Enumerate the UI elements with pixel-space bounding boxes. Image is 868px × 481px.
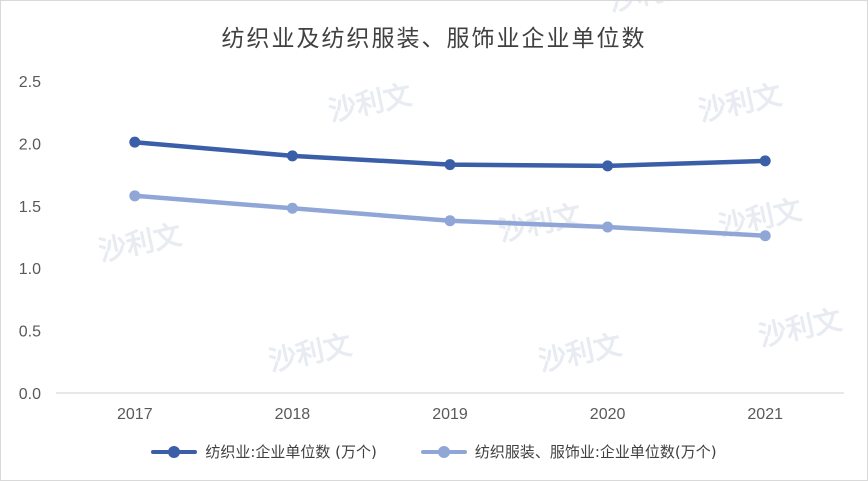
x-tick-label: 2019 [432,406,468,423]
series-0-point [286,150,298,162]
series-0-point [759,155,771,167]
watermark-4: 沙利文 [266,328,355,378]
y-tick-label: 0.0 [19,386,41,403]
y-axis-ticks: 0.0 0.5 1.0 1.5 2.0 2.5 [19,74,41,403]
series-1-point [444,215,456,227]
chart-title: 纺织业及纺织服装、服饰业企业单位数 [221,26,647,52]
legend-item-apparel: 纺织服装、服饰业:企业单位数(万个) [420,441,717,462]
y-tick-label: 1.5 [19,199,41,216]
legend-swatch-textile [151,445,198,458]
watermark-5: 沙利文 [536,328,625,378]
series-layer [129,136,771,242]
legend: 纺织业:企业单位数 (万个) 纺织服装、服饰业:企业单位数(万个) [1,441,867,462]
x-tick-label: 2017 [117,406,153,423]
legend-label-textile: 纺织业:企业单位数 (万个) [205,443,377,461]
watermark-0: 沙利文 [696,78,785,128]
watermark-7: 沙利文 [326,78,415,128]
watermark-6: 沙利文 [756,303,845,353]
watermark-1: 沙利文 [96,218,185,268]
x-axis-ticks: 2017 2018 2019 2020 2021 [117,406,783,423]
legend-item-textile: 纺织业:企业单位数 (万个) [151,441,377,462]
x-tick-label: 2018 [275,406,311,423]
x-tick-label: 2021 [747,406,783,423]
series-1-point [129,190,141,202]
series-0-point [602,160,614,172]
series-1-point [759,230,771,242]
series-0-point [444,159,456,171]
y-tick-label: 1.0 [19,261,41,278]
series-1-point [286,202,298,214]
y-tick-label: 2.0 [19,136,41,153]
watermark-8: 沙利文 [606,1,695,18]
y-tick-label: 2.5 [19,74,41,91]
legend-label-apparel: 纺织服装、服饰业:企业单位数(万个) [474,443,717,461]
watermark-layer: 沙利文沙利文沙利文沙利文沙利文沙利文沙利文沙利文沙利文 [96,1,845,378]
x-tick-label: 2020 [590,406,626,423]
y-tick-label: 0.5 [19,324,41,341]
legend-swatch-apparel [420,445,467,458]
series-1-point [602,221,614,233]
series-0-point [129,136,141,148]
